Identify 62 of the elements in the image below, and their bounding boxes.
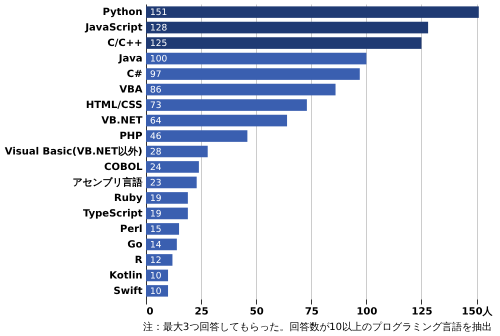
- bar: [146, 238, 177, 250]
- data-label: 19: [150, 209, 162, 220]
- data-label: 14: [150, 240, 162, 250]
- bar: [146, 161, 199, 173]
- y-tick-label: C/C++: [107, 38, 142, 50]
- bar: [146, 99, 307, 111]
- y-tick-label: R: [134, 254, 143, 266]
- bar: [146, 208, 188, 220]
- y-tick-label: Visual Basic(VB.NET以外): [4, 146, 142, 158]
- data-label: 64: [150, 116, 162, 127]
- data-label: 19: [150, 194, 162, 204]
- x-tick-label: 100: [356, 306, 378, 318]
- y-tick-label: Perl: [120, 224, 142, 235]
- data-label: 97: [150, 70, 162, 80]
- bar: [146, 192, 188, 204]
- bar: [146, 114, 288, 126]
- data-label: 10: [150, 286, 162, 297]
- x-tick-label: 150人: [462, 306, 494, 318]
- bar: [146, 176, 197, 188]
- y-tick-label: COBOL: [104, 162, 144, 173]
- y-tick-label: TypeScript: [82, 208, 143, 220]
- y-tick-label: VBA: [119, 84, 143, 96]
- data-label: 12: [150, 256, 162, 266]
- bar: [146, 146, 208, 158]
- data-label: 86: [150, 86, 162, 96]
- data-label: 100: [150, 54, 168, 65]
- bar: [146, 37, 422, 49]
- bar: [146, 22, 428, 34]
- bar: [146, 68, 360, 80]
- bar: [146, 6, 479, 18]
- data-label: 24: [150, 162, 162, 173]
- data-label: 15: [150, 224, 162, 235]
- x-tick-label: 75: [304, 306, 319, 318]
- y-tick-label: VB.NET: [101, 116, 143, 127]
- bar: [146, 130, 248, 142]
- bar: [146, 84, 336, 96]
- data-label: 128: [150, 24, 168, 34]
- data-label: 46: [150, 132, 162, 142]
- bar: [146, 223, 180, 235]
- x-tick-label: 50: [250, 306, 264, 318]
- bar: [146, 52, 366, 64]
- data-label: 73: [150, 101, 162, 112]
- x-tick-label: 125: [412, 306, 432, 318]
- data-label: 23: [150, 178, 162, 188]
- y-tick-label: Kotlin: [109, 270, 142, 282]
- y-tick-label: HTML/CSS: [86, 100, 142, 112]
- y-tick-label: PHP: [119, 131, 142, 142]
- y-tick-label: Go: [127, 239, 143, 250]
- text: 注：最大3つ回答してもらった。回答数が10以上のプログラミング言語を抽出: [142, 321, 492, 333]
- y-tick-label: Java: [118, 54, 142, 65]
- y-tick-label: アセンブリ言語: [72, 176, 142, 188]
- data-label: 151: [150, 8, 168, 18]
- y-tick-label: C#: [126, 69, 142, 80]
- y-tick-label: JavaScript: [84, 22, 143, 34]
- data-label: 125: [150, 39, 168, 50]
- data-label: 10: [150, 271, 162, 282]
- x-tick-label: 25: [194, 306, 209, 318]
- y-tick-label: Python: [102, 7, 142, 18]
- y-tick-label: Ruby: [114, 192, 143, 204]
- data-label: 28: [150, 148, 162, 158]
- x-tick-label: 0: [146, 306, 154, 318]
- y-tick-label: Swift: [114, 286, 143, 297]
